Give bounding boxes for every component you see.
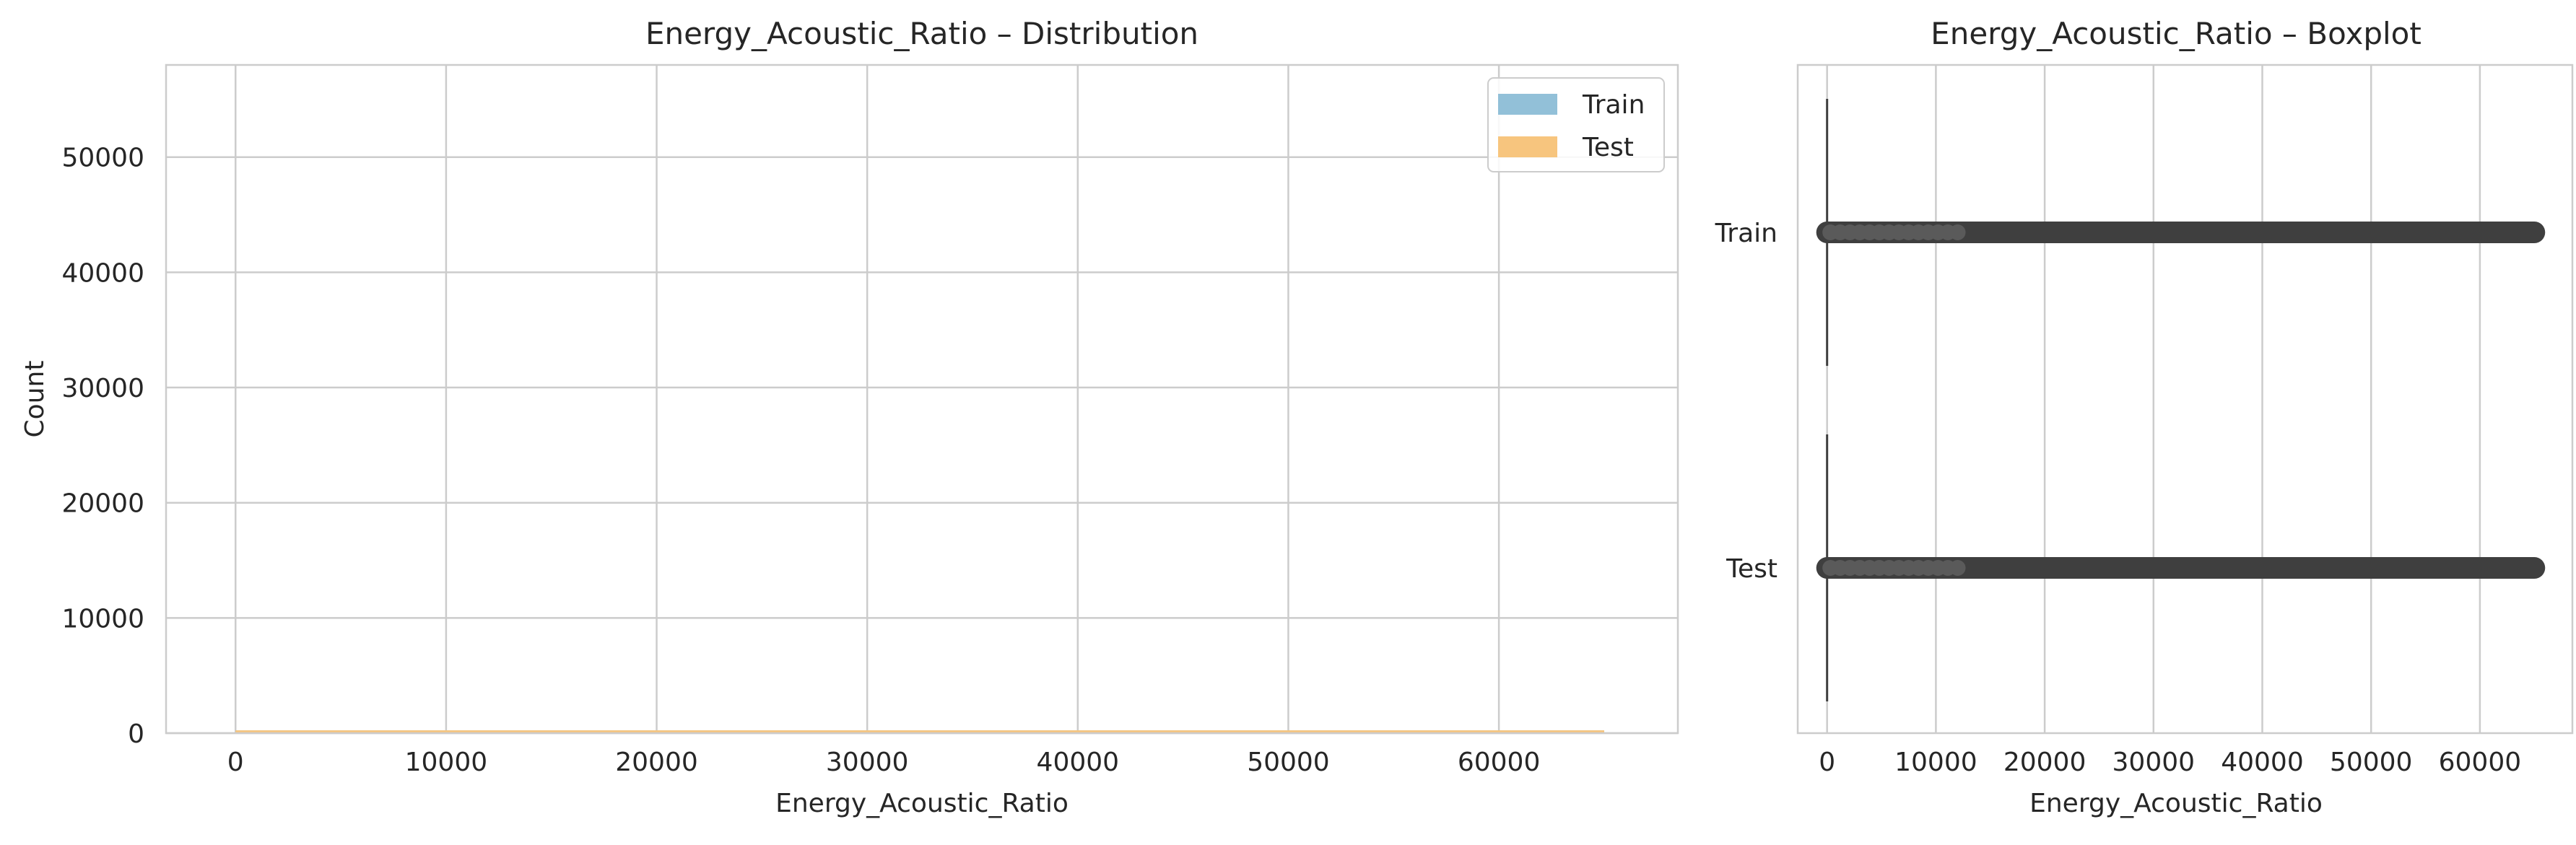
boxplot-x-tick-label: 60000 xyxy=(2439,748,2522,777)
legend-label-train: Train xyxy=(1582,90,1645,120)
distribution-y-tick-label: 50000 xyxy=(61,144,144,173)
boxplot-category-label: Test xyxy=(1726,554,1777,584)
outlier-point-train xyxy=(1949,224,1966,240)
distribution-y-tick-label: 30000 xyxy=(61,374,144,403)
distribution-x-label: Energy_Acoustic_Ratio xyxy=(775,789,1069,818)
legend-swatch-train xyxy=(1498,94,1557,115)
distribution-y-tick-label: 10000 xyxy=(61,604,144,634)
legend-label-test: Test xyxy=(1582,133,1634,162)
boxplot-x-tick-label: 30000 xyxy=(2112,748,2196,777)
boxplot-x-ticks: 0 10000 20000 30000 40000 50000 60000 xyxy=(1819,748,2521,777)
boxplot-category-label: Train xyxy=(1715,219,1777,248)
boxplot-marks xyxy=(1816,99,2546,701)
distribution-y-tick-label: 0 xyxy=(128,719,144,749)
distribution-y-label: Count xyxy=(20,361,50,438)
legend: Train Test xyxy=(1487,77,1665,172)
distribution-x-tick-label: 10000 xyxy=(405,748,488,777)
boxplot-x-tick-label: 20000 xyxy=(2003,748,2087,777)
legend-swatch-test xyxy=(1498,136,1557,157)
distribution-x-tick-label: 30000 xyxy=(826,748,909,777)
boxplot-chart: Energy_Acoustic_Ratio – Boxplot 0 10000 20… xyxy=(1715,16,2574,818)
boxplot-y-ticks: Train Test xyxy=(1715,219,1777,584)
boxplot-x-tick-label: 10000 xyxy=(1894,748,1977,777)
boxplot-frame xyxy=(1796,64,2574,735)
distribution-x-tick-label: 20000 xyxy=(615,748,698,777)
boxplot-x-tick-label: 0 xyxy=(1819,748,1835,777)
boxplot-title: Energy_Acoustic_Ratio – Boxplot xyxy=(1931,16,2421,51)
distribution-frame xyxy=(165,64,1679,735)
boxplot-grid xyxy=(1826,65,2481,733)
distribution-y-ticks: 0 10000 20000 30000 40000 50000 xyxy=(61,144,144,749)
distribution-chart: Energy_Acoustic_Ratio – Distribution 0 10… xyxy=(20,16,1679,818)
distribution-x-ticks: 0 10000 20000 30000 40000 50000 60000 xyxy=(227,748,1541,777)
distribution-title: Energy_Acoustic_Ratio – Distribution xyxy=(645,16,1198,51)
distribution-bars xyxy=(235,730,1604,733)
distribution-x-tick-label: 40000 xyxy=(1037,748,1120,777)
boxplot-x-tick-label: 50000 xyxy=(2330,748,2413,777)
distribution-y-tick-label: 40000 xyxy=(61,258,144,288)
distribution-y-tick-label: 20000 xyxy=(61,489,144,519)
distribution-grid xyxy=(166,65,1678,735)
boxplot-x-label: Energy_Acoustic_Ratio xyxy=(2029,789,2323,818)
distribution-x-tick-label: 60000 xyxy=(1458,748,1541,777)
distribution-x-tick-label: 50000 xyxy=(1247,748,1330,777)
distribution-x-tick-label: 0 xyxy=(227,748,244,777)
boxplot-x-tick-label: 40000 xyxy=(2221,748,2304,777)
outlier-point-test xyxy=(1949,560,1966,576)
